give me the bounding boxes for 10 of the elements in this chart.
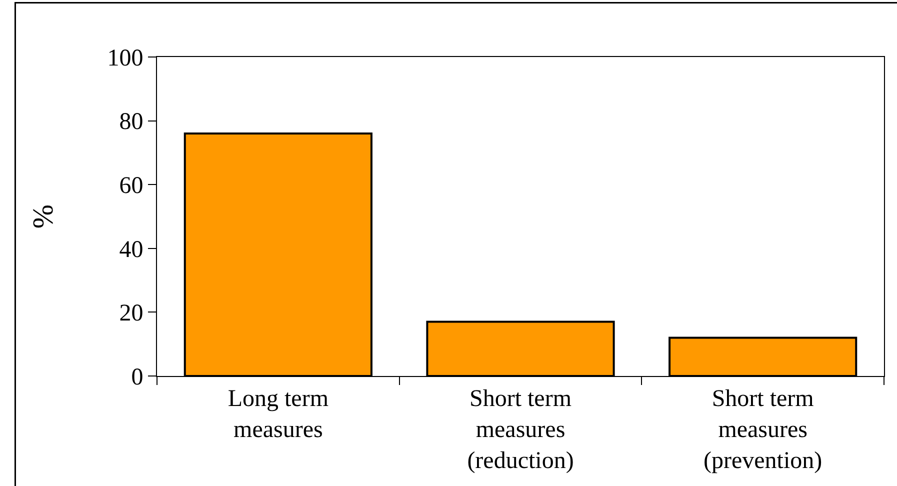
y-tick-label: 0 [131, 364, 144, 390]
x-tick-label: Short term measures (prevention) [704, 386, 822, 474]
y-tick-label: 80 [119, 109, 144, 136]
y-tick-label: 60 [119, 173, 144, 199]
y-tick-label: 20 [119, 300, 144, 327]
x-tick-label: Long term measures [228, 386, 329, 443]
x-tick-label: Short term measures (reduction) [467, 386, 574, 474]
y-tick-label: 100 [107, 45, 144, 72]
y-axis-title: % [28, 204, 60, 229]
y-tick-label: 40 [119, 236, 144, 263]
